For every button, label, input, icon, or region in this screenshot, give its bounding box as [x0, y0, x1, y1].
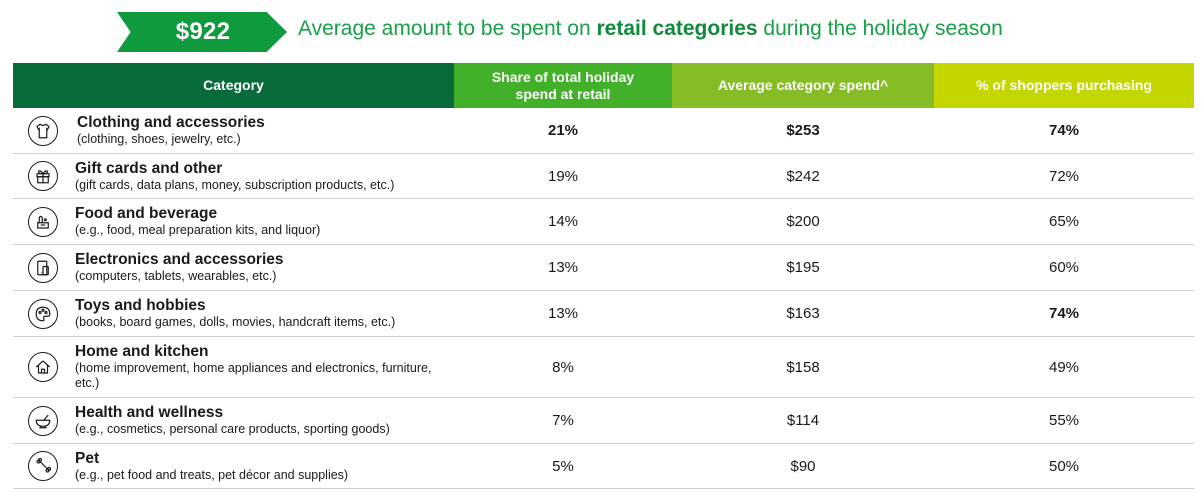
spend-value: $253 [786, 122, 820, 139]
spend-value: $200 [786, 213, 820, 230]
pct-value: 74% [1048, 122, 1080, 139]
header-pct: % of shoppers purchasing [934, 63, 1194, 108]
category-cell: Pet (e.g., pet food and treats, pet déco… [13, 450, 454, 483]
category-subtitle: (gift cards, data plans, money, subscrip… [75, 177, 395, 192]
category-cell: Gift cards and other (gift cards, data p… [13, 160, 454, 193]
spend-value: $163 [786, 305, 820, 322]
table-header: Category Share of total holiday spend at… [13, 63, 1194, 108]
category-title: Gift cards and other [75, 159, 223, 177]
header-share: Share of total holiday spend at retail [454, 63, 672, 108]
table-row: Pet (e.g., pet food and treats, pet déco… [13, 444, 1194, 489]
table-row: Food and beverage (e.g., food, meal prep… [13, 199, 1194, 245]
food-icon [28, 206, 58, 237]
table-row: Clothing and accessories (clothing, shoe… [13, 108, 1194, 154]
category-subtitle: (e.g., food, meal preparation kits, and … [75, 223, 321, 237]
table-row: Health and wellness (e.g., cosmetics, pe… [13, 398, 1194, 444]
table-row: Gift cards and other (gift cards, data p… [13, 154, 1194, 199]
spend-value: $114 [786, 412, 820, 429]
spend-value: $242 [786, 167, 820, 185]
share-value: 19% [547, 167, 579, 185]
category-cell: Health and wellness (e.g., cosmetics, pe… [13, 404, 454, 437]
pct-value: 74% [1048, 305, 1080, 322]
mortar-icon [28, 405, 58, 436]
category-title: Pet [75, 449, 100, 467]
headline-pre: Average amount to be spent on [298, 17, 597, 40]
header-banner: $922 Average amount to be spent on retai… [0, 0, 1204, 60]
category-title: Toys and hobbies [75, 297, 206, 314]
category-cell: Toys and hobbies (books, board games, do… [13, 297, 454, 330]
pct-value: 60% [1048, 259, 1080, 276]
spend-value: $90 [790, 457, 816, 475]
category-subtitle: (books, board games, dolls, movies, hand… [75, 315, 396, 329]
category-table: Category Share of total holiday spend at… [13, 63, 1194, 489]
spend-value: $195 [786, 259, 820, 276]
headline: Average amount to be spent on retail cat… [298, 17, 1003, 41]
spend-value: $158 [786, 358, 820, 376]
category-cell: Food and beverage (e.g., food, meal prep… [13, 205, 454, 238]
header-category: Category [13, 63, 454, 108]
category-title: Home and kitchen [75, 343, 209, 360]
category-cell: Clothing and accessories (clothing, shoe… [13, 114, 454, 147]
category-title: Electronics and accessories [75, 251, 284, 268]
headline-bold: retail categories [596, 17, 758, 40]
share-value: 8% [552, 358, 574, 376]
category-subtitle: (e.g., pet food and treats, pet décor an… [75, 467, 349, 482]
headline-post: during the holiday season [757, 17, 1003, 40]
category-title: Food and beverage [75, 205, 218, 222]
share-value: 13% [547, 305, 579, 322]
pct-value: 50% [1048, 457, 1080, 475]
share-value: 13% [547, 259, 579, 276]
header-spend: Average category spend^ [672, 63, 934, 108]
amount-chevron: $922 [117, 12, 287, 52]
category-subtitle: (e.g., cosmetics, personal care products… [75, 422, 390, 436]
table-row: Electronics and accessories (computers, … [13, 245, 1194, 291]
category-subtitle: (computers, tablets, wearables, etc.) [75, 269, 277, 283]
category-title: Health and wellness [75, 404, 224, 421]
pct-value: 49% [1048, 358, 1080, 376]
table-row: Home and kitchen (home improvement, home… [13, 337, 1194, 398]
table-row: Toys and hobbies (books, board games, do… [13, 291, 1194, 337]
category-title: Clothing and accessories [77, 114, 265, 131]
share-value: 5% [552, 457, 574, 475]
house-icon [28, 352, 58, 382]
category-cell: Home and kitchen (home improvement, home… [13, 343, 454, 391]
pct-value: 55% [1048, 412, 1080, 429]
category-subtitle: (home improvement, home appliances and e… [75, 361, 432, 390]
pct-value: 72% [1048, 167, 1080, 185]
category-cell: Electronics and accessories (computers, … [13, 251, 454, 284]
share-value: 21% [547, 122, 579, 139]
share-value: 14% [547, 213, 579, 230]
category-subtitle: (clothing, shoes, jewelry, etc.) [77, 132, 241, 146]
amount-value: $922 [175, 18, 231, 45]
pct-value: 65% [1048, 213, 1080, 230]
share-value: 7% [552, 412, 574, 429]
gift-icon [28, 161, 58, 191]
shirt-icon [28, 115, 58, 146]
palette-icon [28, 298, 58, 329]
device-icon [28, 252, 58, 283]
bone-icon [28, 451, 58, 481]
